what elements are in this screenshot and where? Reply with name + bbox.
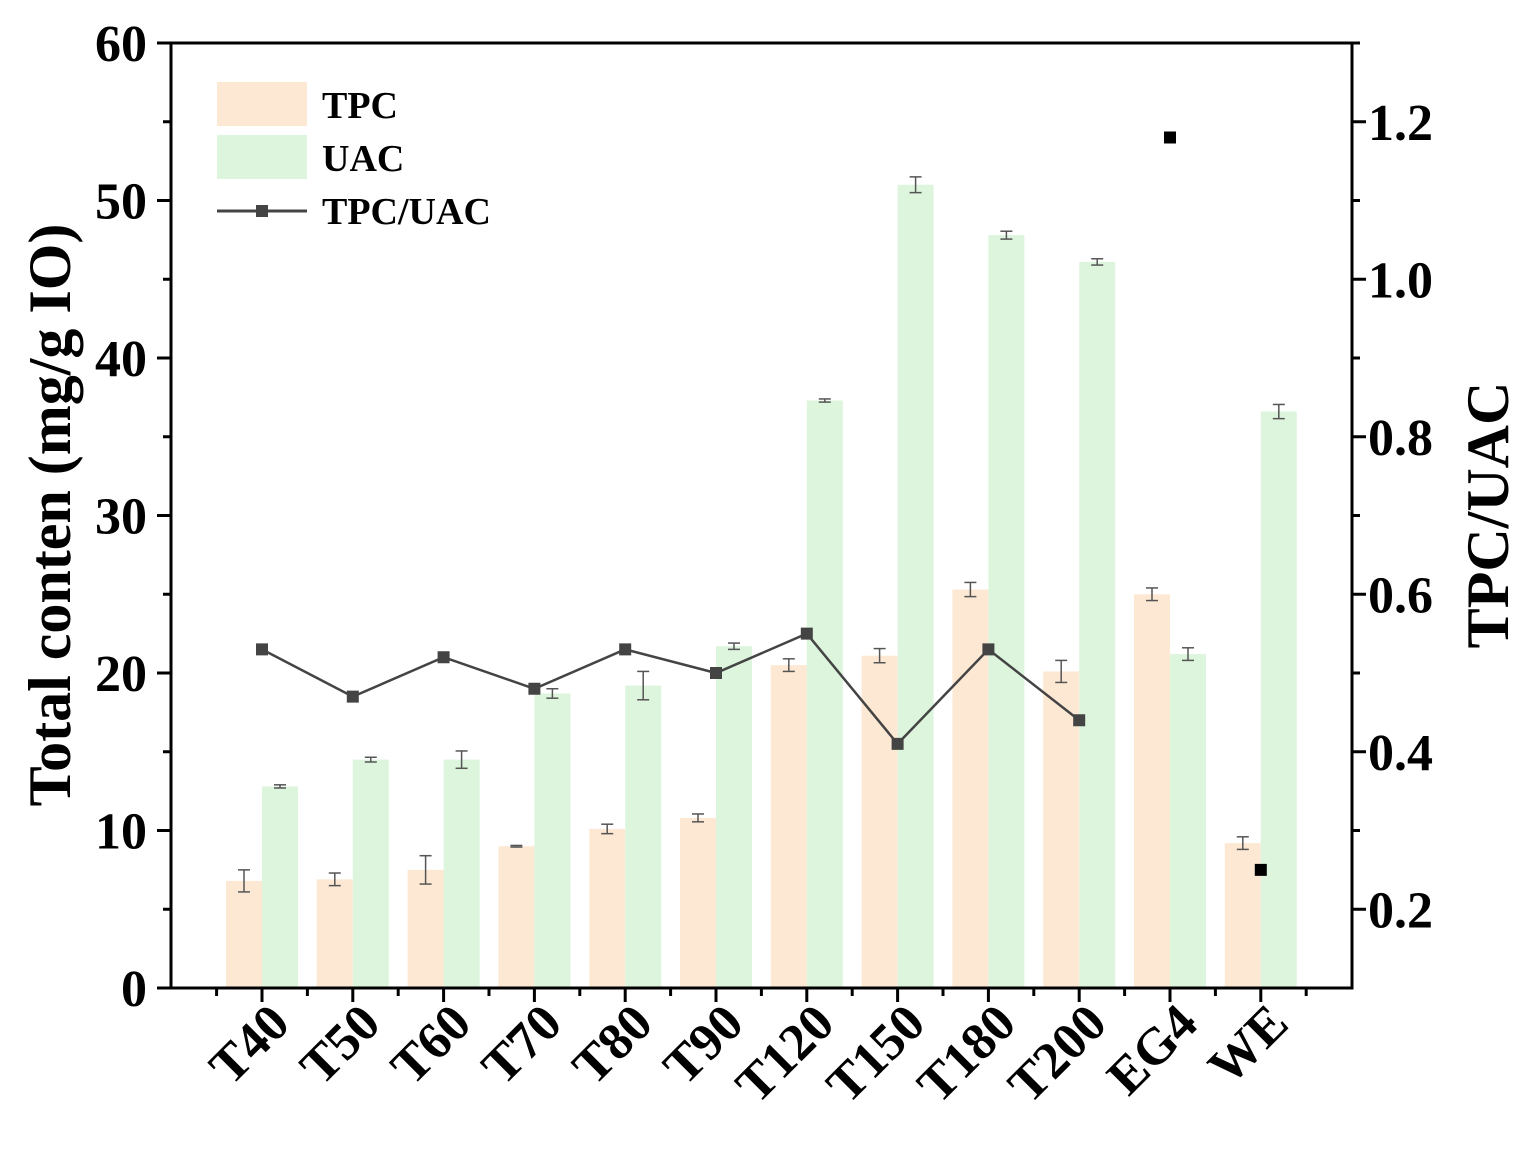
category-label-t40: T40 [199, 994, 301, 1096]
bar-uac-t150 [897, 184, 934, 988]
error-bar-uac-t120 [818, 398, 831, 403]
bar-tpc-t80 [589, 828, 626, 988]
bar-uac-t80 [625, 685, 662, 988]
error-bar-tpc-t80 [601, 823, 614, 835]
left-axis-title: Total conten (mg/g IO) [17, 224, 83, 807]
ratio-marker-t120 [800, 627, 813, 640]
error-bars-layer [238, 176, 1285, 893]
error-bar-tpc-t200 [1055, 659, 1068, 684]
error-bar-tpc-t120 [782, 658, 795, 673]
bar-tpc-t90 [680, 817, 716, 988]
ratio-marker-t50 [346, 690, 359, 703]
legend-marker-ratio [256, 205, 268, 217]
ratio-line [261, 632, 1080, 746]
error-bar-uac-t50 [364, 756, 377, 763]
category-label-t70: T70 [471, 994, 573, 1096]
ratio-marker-t200 [1073, 714, 1086, 727]
bars-layer [226, 184, 1297, 988]
error-bar-tpc-we [1236, 836, 1249, 851]
legend-label-uac: UAC [322, 138, 404, 180]
bar-tpc-t70 [498, 846, 535, 988]
category-label-t150: T150 [816, 994, 936, 1114]
ratio-line-layer [256, 131, 1267, 876]
bar-uac-t200 [1079, 261, 1116, 988]
bar-uac-t180 [988, 235, 1025, 988]
ratio-marker-t80 [619, 643, 632, 656]
category-label-eg4: EG4 [1097, 994, 1209, 1106]
legend-swatch-uac [217, 135, 307, 179]
left-tick-label: 20 [95, 646, 147, 703]
error-bar-uac-t90 [728, 642, 740, 651]
error-bar-uac-t40 [274, 784, 286, 789]
bar-uac-t60 [443, 759, 480, 988]
error-bar-uac-t180 [1000, 230, 1013, 240]
left-tick-label: 40 [95, 331, 147, 388]
category-label-t200: T200 [998, 994, 1118, 1114]
error-bar-uac-t80 [637, 670, 650, 701]
bar-uac-t50 [352, 759, 389, 988]
right-axis-title: TPC/UAC [1455, 382, 1521, 649]
error-bar-uac-t70 [546, 688, 559, 699]
left-tick-label: 10 [95, 804, 147, 861]
ratio-marker-we [1254, 863, 1267, 876]
right-tick-label: 1.2 [1368, 95, 1433, 152]
error-bar-tpc-t150 [873, 647, 886, 664]
bar-tpc-t60 [407, 869, 444, 988]
error-bar-tpc-t180 [964, 581, 977, 598]
error-bar-uac-t200 [1091, 258, 1104, 266]
ratio-marker-t60 [437, 651, 450, 664]
ratio-marker-t150 [891, 737, 904, 750]
bar-uac-we [1260, 411, 1297, 988]
category-label-t60: T60 [380, 994, 482, 1096]
error-bar-uac-t60 [455, 750, 468, 770]
category-label-we: WE [1198, 994, 1300, 1096]
bar-tpc-t40 [226, 880, 262, 988]
ratio-marker-t40 [256, 643, 268, 656]
legend: TPC UAC TPC/UAC [217, 82, 491, 233]
legend-label-tpc: TPC [322, 85, 398, 127]
category-label-t80: T80 [562, 994, 664, 1096]
error-bar-tpc-t90 [692, 813, 704, 823]
error-bar-uac-t150 [909, 176, 922, 194]
ratio-marker-t70 [528, 682, 541, 695]
error-bar-uac-eg4 [1182, 647, 1194, 662]
right-tick-label: 1.0 [1368, 252, 1433, 309]
bar-tpc-t150 [861, 655, 898, 988]
bar-uac-t40 [262, 786, 298, 988]
left-tick-label: 0 [121, 961, 147, 1018]
right-tick-label: 0.8 [1368, 410, 1433, 467]
ratio-marker-t180 [982, 643, 995, 656]
ratio-marker-eg4 [1164, 131, 1176, 144]
left-tick-label: 60 [95, 16, 147, 73]
error-bar-tpc-t60 [419, 854, 432, 885]
error-bar-tpc-t50 [328, 872, 341, 887]
error-bar-tpc-t40 [238, 869, 250, 893]
legend-swatch-tpc [217, 82, 307, 126]
category-label-t180: T180 [907, 994, 1027, 1114]
error-bar-uac-we [1272, 403, 1285, 420]
category-label-t50: T50 [290, 994, 392, 1096]
error-bar-tpc-t70 [510, 844, 523, 848]
left-tick-label: 50 [95, 174, 147, 231]
right-tick-label: 0.2 [1368, 882, 1433, 939]
bar-tpc-eg4 [1134, 594, 1170, 988]
bar-tpc-t120 [770, 665, 807, 988]
legend-label-ratio: TPC/UAC [322, 191, 491, 233]
right-tick-label: 0.6 [1368, 567, 1433, 624]
bar-uac-eg4 [1170, 654, 1206, 988]
bar-uac-t120 [806, 400, 843, 988]
bar-tpc-t50 [316, 879, 353, 988]
error-bar-tpc-eg4 [1146, 587, 1158, 602]
bar-uac-t90 [716, 646, 752, 988]
category-label-t120: T120 [725, 994, 845, 1114]
ratio-marker-t90 [710, 667, 722, 679]
left-tick-label: 30 [95, 489, 147, 546]
bar-uac-t70 [534, 693, 571, 988]
right-tick-label: 0.4 [1368, 725, 1433, 782]
